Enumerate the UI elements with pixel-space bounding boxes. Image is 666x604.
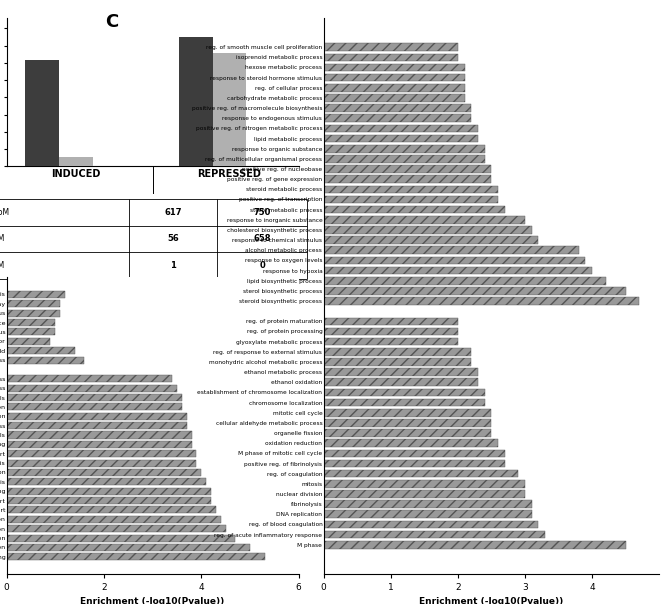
Bar <box>324 287 626 295</box>
Bar <box>59 156 93 166</box>
Bar <box>324 338 458 345</box>
Text: 658: 658 <box>253 234 271 243</box>
Bar <box>324 196 498 204</box>
Bar <box>324 114 472 122</box>
Bar <box>7 375 172 382</box>
Bar <box>324 54 458 61</box>
Bar <box>324 155 485 162</box>
Bar <box>178 37 212 166</box>
Bar <box>324 419 492 426</box>
Bar <box>324 460 505 467</box>
Bar <box>324 124 478 132</box>
Bar <box>7 516 220 523</box>
Text: 0: 0 <box>259 261 265 270</box>
Bar <box>7 506 216 513</box>
Bar <box>324 409 492 417</box>
Bar <box>324 257 585 264</box>
Text: C: C <box>105 13 119 31</box>
Text: 750: 750 <box>253 208 271 217</box>
Bar <box>7 300 60 307</box>
Text: 56: 56 <box>167 234 179 243</box>
Bar <box>324 277 605 284</box>
Bar <box>7 347 75 354</box>
Bar <box>7 403 182 410</box>
Bar <box>324 297 639 305</box>
Bar <box>324 246 579 254</box>
Bar <box>7 310 60 316</box>
Bar <box>7 431 192 439</box>
Bar <box>7 450 196 457</box>
Bar <box>324 94 465 101</box>
Bar <box>324 490 525 498</box>
Bar <box>324 135 478 143</box>
Bar <box>7 329 55 335</box>
Bar <box>7 394 182 401</box>
Bar <box>324 439 498 447</box>
Bar <box>324 531 545 538</box>
Bar <box>7 291 65 298</box>
Bar <box>7 441 192 448</box>
Bar <box>324 541 626 548</box>
Bar <box>324 521 539 528</box>
Bar <box>7 544 250 551</box>
Bar <box>324 318 458 325</box>
Bar <box>7 525 226 532</box>
Bar <box>324 206 505 213</box>
Bar <box>7 497 211 504</box>
Bar <box>324 175 492 183</box>
Bar <box>324 510 531 518</box>
Bar <box>324 480 525 487</box>
Bar <box>324 226 531 234</box>
Bar <box>324 43 458 51</box>
Bar <box>7 338 51 345</box>
Text: 617: 617 <box>165 208 182 217</box>
X-axis label: Enrichment (-log10(Pvalue)): Enrichment (-log10(Pvalue)) <box>420 597 563 604</box>
Bar <box>324 500 531 508</box>
Bar <box>324 449 505 457</box>
Text: 1: 1 <box>170 261 176 270</box>
Bar <box>324 185 498 193</box>
Bar <box>7 385 177 391</box>
Bar <box>324 74 465 82</box>
Bar <box>7 553 264 561</box>
Bar <box>324 379 478 386</box>
Bar <box>7 535 235 542</box>
Bar <box>324 63 465 71</box>
Bar <box>324 358 472 366</box>
Bar <box>324 328 458 335</box>
Bar <box>7 319 55 326</box>
Bar <box>324 236 539 244</box>
Bar <box>324 165 492 173</box>
Bar <box>7 356 85 364</box>
Bar <box>7 460 196 467</box>
Bar <box>324 267 592 274</box>
Text: 5 microM: 5 microM <box>0 234 4 243</box>
Text: 1 microM: 1 microM <box>0 261 4 270</box>
Bar <box>7 487 211 495</box>
Bar <box>324 104 472 112</box>
Text: 10 microM: 10 microM <box>0 208 9 217</box>
Bar <box>324 84 465 92</box>
Bar <box>324 399 485 406</box>
X-axis label: Enrichment (-log10(Pvalue)): Enrichment (-log10(Pvalue)) <box>81 597 224 604</box>
Bar <box>7 478 206 486</box>
Bar <box>7 469 201 476</box>
Bar <box>324 368 478 376</box>
Bar <box>7 422 186 429</box>
Bar <box>7 413 186 420</box>
Bar <box>324 348 472 356</box>
Bar <box>324 145 485 153</box>
Bar <box>324 388 485 396</box>
Bar <box>324 429 492 437</box>
Bar <box>212 53 246 166</box>
Bar <box>324 470 518 478</box>
Bar <box>324 216 525 223</box>
Bar <box>25 60 59 166</box>
